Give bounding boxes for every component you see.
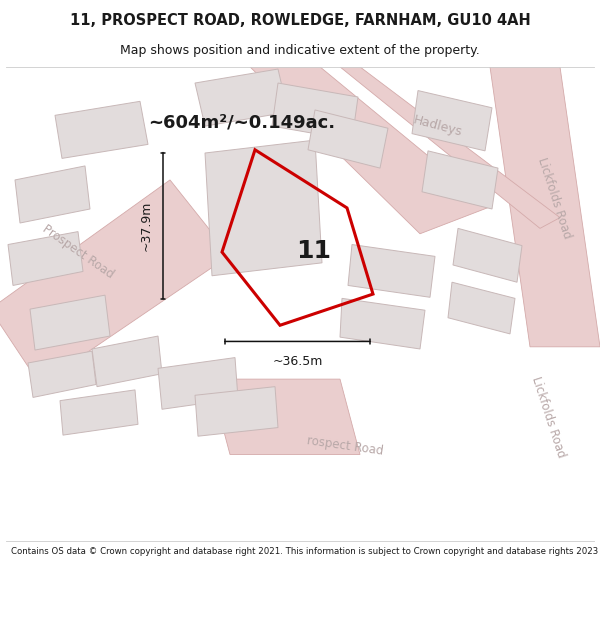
Polygon shape <box>8 232 83 286</box>
Text: 11: 11 <box>296 239 331 263</box>
Polygon shape <box>195 387 278 436</box>
Polygon shape <box>210 379 360 454</box>
Text: Hadleys: Hadleys <box>412 113 464 139</box>
Polygon shape <box>250 67 490 234</box>
Polygon shape <box>28 351 96 398</box>
Polygon shape <box>60 390 138 435</box>
Polygon shape <box>412 91 492 151</box>
Text: Lickfolds Road: Lickfolds Road <box>535 156 573 241</box>
Polygon shape <box>308 110 388 168</box>
Polygon shape <box>92 336 162 387</box>
Polygon shape <box>348 244 435 298</box>
Polygon shape <box>15 166 90 223</box>
Polygon shape <box>205 140 322 276</box>
Text: Lickfolds Road: Lickfolds Road <box>529 374 567 459</box>
Polygon shape <box>490 67 600 347</box>
Polygon shape <box>195 69 288 126</box>
Text: rospect Road: rospect Road <box>306 434 384 457</box>
Text: ~36.5m: ~36.5m <box>272 356 323 368</box>
Polygon shape <box>30 295 110 350</box>
Polygon shape <box>55 101 148 158</box>
Polygon shape <box>453 228 522 282</box>
Text: Prospect Road: Prospect Road <box>40 222 116 281</box>
Text: ~604m²/~0.149ac.: ~604m²/~0.149ac. <box>148 114 335 132</box>
Polygon shape <box>272 83 358 140</box>
Polygon shape <box>158 357 238 409</box>
Text: ~37.9m: ~37.9m <box>140 201 153 251</box>
Text: Map shows position and indicative extent of the property.: Map shows position and indicative extent… <box>120 44 480 57</box>
Text: 11, PROSPECT ROAD, ROWLEDGE, FARNHAM, GU10 4AH: 11, PROSPECT ROAD, ROWLEDGE, FARNHAM, GU… <box>70 12 530 28</box>
Polygon shape <box>422 151 498 209</box>
Polygon shape <box>448 282 515 334</box>
Text: Contains OS data © Crown copyright and database right 2021. This information is : Contains OS data © Crown copyright and d… <box>11 548 600 556</box>
Polygon shape <box>340 67 560 228</box>
Polygon shape <box>340 298 425 349</box>
Polygon shape <box>0 180 230 384</box>
